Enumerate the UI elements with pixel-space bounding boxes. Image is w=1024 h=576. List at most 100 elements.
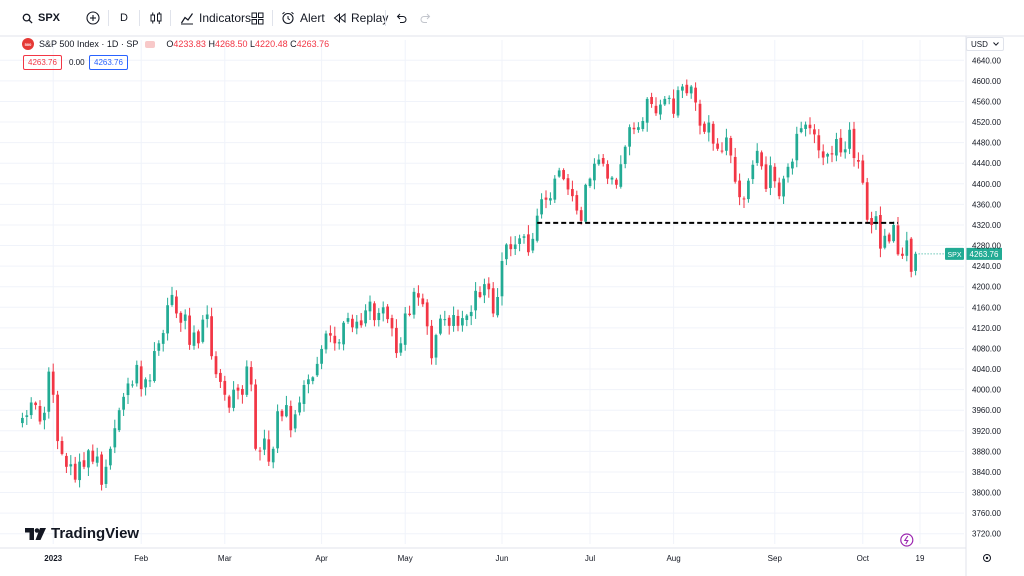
candle bbox=[588, 177, 592, 188]
candle-body bbox=[865, 182, 869, 220]
candle bbox=[518, 234, 521, 252]
candle-body bbox=[170, 294, 174, 305]
candle-body bbox=[29, 402, 33, 416]
candle-body bbox=[311, 377, 315, 382]
candle bbox=[527, 225, 530, 256]
settings-gear-icon[interactable] bbox=[983, 554, 991, 562]
low-key: L bbox=[250, 39, 256, 49]
candle bbox=[716, 138, 719, 151]
candle bbox=[654, 97, 658, 116]
candle bbox=[645, 97, 649, 132]
candle-body bbox=[817, 135, 821, 151]
replay-button[interactable]: Replay bbox=[333, 0, 388, 36]
candle bbox=[509, 236, 513, 257]
candle-body bbox=[487, 283, 491, 290]
alert-button[interactable]: Alert bbox=[281, 0, 325, 36]
candle-body bbox=[852, 128, 856, 159]
candle-body bbox=[421, 298, 425, 305]
candle-body bbox=[826, 153, 829, 157]
candle bbox=[799, 121, 803, 134]
candle bbox=[223, 375, 227, 401]
candle-body bbox=[681, 86, 684, 91]
candle bbox=[170, 286, 174, 307]
tradingview-logo[interactable]: TradingView bbox=[25, 525, 139, 542]
candle bbox=[148, 374, 152, 387]
candle bbox=[122, 392, 125, 416]
candle bbox=[355, 315, 359, 335]
time-tick-label: Feb bbox=[134, 554, 148, 563]
time-axis: 2023 Feb Mar Apr May Jun Jul Aug Sep Oct 19 bbox=[0, 547, 991, 563]
indicators-button[interactable]: Indicators bbox=[180, 0, 251, 36]
symbol-search[interactable]: SPX bbox=[22, 0, 60, 36]
candle bbox=[192, 325, 196, 350]
ohlc-values: O4233.83 H4268.50 L4220.48 C4263.76 bbox=[166, 39, 329, 49]
series-title[interactable]: S&P 500 Index · 1D · SP bbox=[39, 39, 139, 49]
candle-body bbox=[531, 238, 535, 251]
candle-body bbox=[553, 178, 557, 200]
candle bbox=[549, 192, 552, 205]
candle bbox=[47, 367, 51, 419]
candle-body bbox=[720, 150, 724, 152]
candle bbox=[487, 277, 491, 298]
candle-body bbox=[672, 98, 675, 114]
candle bbox=[430, 319, 433, 365]
candle-body bbox=[144, 379, 147, 388]
candle-body bbox=[597, 159, 601, 165]
candle bbox=[830, 145, 834, 163]
compare-button[interactable] bbox=[86, 0, 100, 36]
candle bbox=[659, 99, 662, 120]
undo-button[interactable] bbox=[395, 0, 407, 36]
candle bbox=[126, 377, 130, 404]
buy-price-button[interactable]: 4263.76 bbox=[89, 55, 128, 70]
redo-button[interactable] bbox=[420, 0, 432, 36]
candle bbox=[619, 155, 623, 189]
candle bbox=[21, 412, 24, 428]
candle-body bbox=[56, 394, 59, 442]
candle-body bbox=[65, 455, 68, 467]
candle-body bbox=[267, 439, 271, 462]
candle bbox=[214, 351, 218, 379]
candle bbox=[857, 152, 860, 169]
candle-body bbox=[874, 216, 878, 224]
candle-body bbox=[408, 313, 411, 316]
visibility-toggle-icon[interactable] bbox=[145, 40, 156, 48]
candle-body bbox=[742, 198, 746, 200]
candle-body bbox=[395, 327, 398, 354]
candle bbox=[271, 446, 275, 469]
candle bbox=[689, 84, 693, 99]
candle bbox=[263, 429, 266, 456]
candle bbox=[544, 190, 548, 209]
toolbar-divider bbox=[272, 10, 273, 26]
candle-body bbox=[610, 177, 614, 180]
candle bbox=[342, 320, 345, 351]
candle bbox=[241, 385, 244, 404]
candle bbox=[804, 121, 807, 137]
candle-body bbox=[205, 314, 209, 320]
price-tick-label: 4360.00 bbox=[972, 200, 1001, 209]
candle bbox=[183, 309, 187, 330]
candle-body bbox=[813, 129, 816, 135]
candle bbox=[698, 99, 702, 135]
sell-price-button[interactable]: 4263.76 bbox=[23, 55, 62, 70]
candle-body bbox=[443, 319, 447, 321]
candle-body bbox=[386, 306, 389, 320]
interval-button[interactable]: D bbox=[120, 0, 128, 36]
candle-body bbox=[179, 312, 183, 323]
candle-body bbox=[364, 310, 367, 324]
gear-ring bbox=[983, 554, 991, 562]
candle bbox=[447, 315, 451, 335]
time-tick-label: Aug bbox=[666, 554, 680, 563]
layouts-button[interactable] bbox=[251, 0, 264, 36]
candle bbox=[179, 311, 183, 332]
candle-body bbox=[69, 464, 73, 467]
event-lightning-icon[interactable] bbox=[900, 533, 914, 547]
candle-body bbox=[839, 137, 843, 153]
price-tick-label: 4000.00 bbox=[972, 386, 1001, 395]
candle bbox=[232, 381, 235, 412]
chart-type-button[interactable] bbox=[149, 0, 163, 36]
symbol-label: SPX bbox=[38, 12, 61, 24]
candle bbox=[364, 304, 367, 327]
candle-body bbox=[43, 412, 46, 421]
currency-select[interactable]: USD bbox=[966, 37, 1004, 51]
